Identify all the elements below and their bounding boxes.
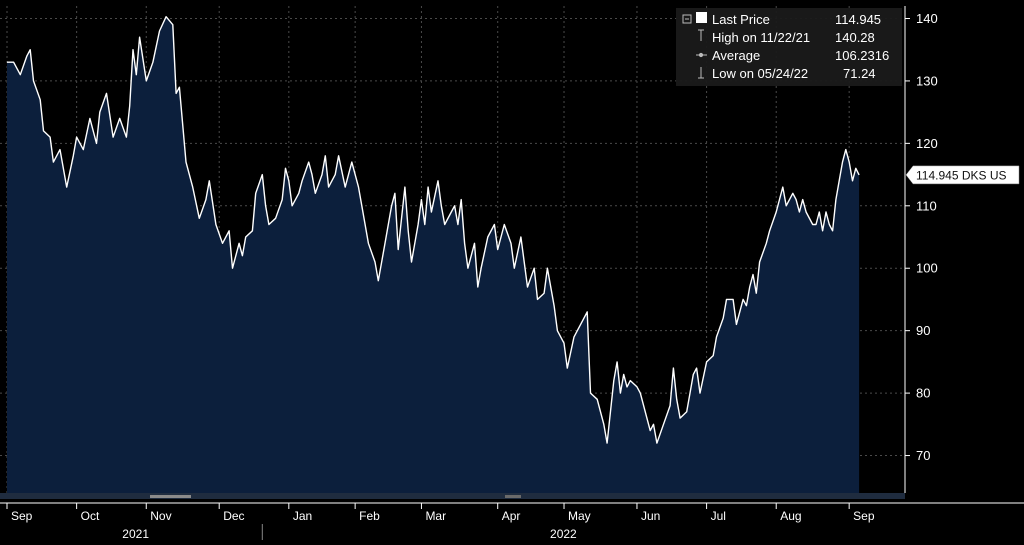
y-tick-label: 110 (916, 198, 937, 213)
last-price-swatch-icon (696, 12, 707, 23)
y-tick-label: 100 (916, 261, 938, 276)
year-label: 2022 (550, 527, 577, 541)
legend-box (676, 8, 902, 86)
x-tick-label: Apr (502, 509, 521, 523)
x-tick-label: Aug (780, 509, 801, 523)
legend-low-label: Low on 05/24/22 (712, 66, 808, 81)
last-price-tag-text: 114.945 DKS US (916, 168, 1007, 182)
year-labels: 2021 2022 (122, 524, 577, 541)
y-tick-label: 140 (916, 11, 938, 26)
x-axis-band (0, 493, 1024, 504)
legend-last-price-label: Last Price (712, 12, 770, 27)
x-tick-label: Dec (223, 509, 244, 523)
y-tick-label: 130 (916, 73, 938, 88)
high-marker-icon (698, 29, 704, 41)
x-tick-label: Sep (853, 509, 875, 523)
legend-last-price-value: 114.945 (835, 12, 881, 27)
price-line (7, 16, 860, 444)
x-tick-label: Oct (81, 509, 100, 523)
y-axis-ticks: 70 80 90 100 110 120 130 140 (905, 11, 938, 463)
x-tick-label: Jul (711, 509, 726, 523)
y-tick-label: 70 (916, 448, 930, 463)
legend-collapse-icon[interactable] (682, 14, 692, 24)
average-marker-icon (696, 52, 707, 58)
legend-average-value: 106.2316 (835, 48, 889, 63)
price-area-fill (7, 16, 860, 493)
y-tick-label: 80 (916, 386, 930, 401)
legend-high-label: High on 11/22/21 (712, 30, 810, 45)
x-axis-ticks: Sep Oct Nov Dec Jan Feb Mar Apr May Jun Jul Aug Sep (6, 503, 875, 523)
x-tick-label: Jun (641, 509, 660, 523)
x-tick-label: Feb (359, 509, 380, 523)
last-price-tag: 114.945 DKS US (905, 165, 1020, 185)
y-tick-label: 120 (916, 136, 938, 151)
year-label: 2021 (122, 527, 149, 541)
legend-high-value: 140.28 (835, 30, 875, 45)
x-tick-label: Mar (425, 509, 446, 523)
x-tick-label: Nov (150, 509, 171, 523)
legend-average-label: Average (712, 48, 760, 63)
legend[interactable]: Last Price 114.945 High on 11/22/21 140.… (676, 8, 902, 86)
x-tick-label: May (568, 509, 591, 523)
legend-low-value: 71.24 (843, 66, 876, 81)
x-tick-label: Sep (11, 509, 33, 523)
y-tick-label: 90 (916, 323, 930, 338)
low-marker-icon (698, 67, 704, 79)
x-tick-label: Jan (293, 509, 312, 523)
